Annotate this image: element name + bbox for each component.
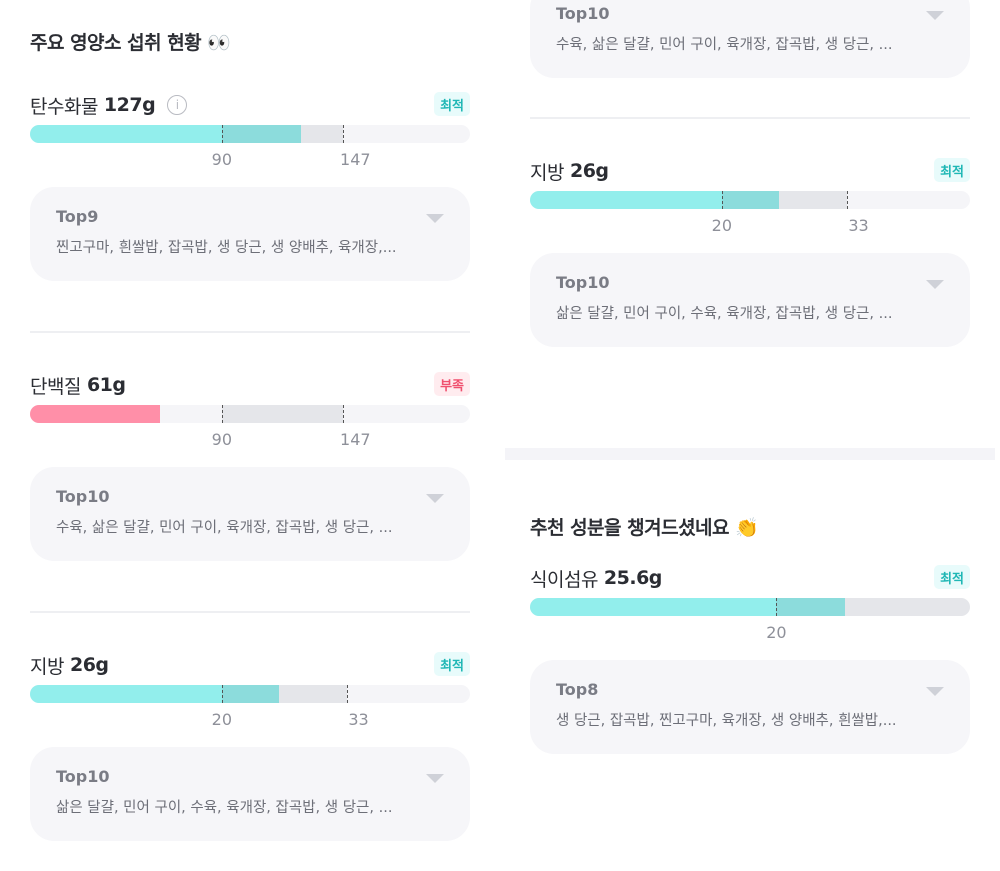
nutrient-name: 지방: [530, 161, 564, 184]
min-marker: [776, 598, 778, 616]
top-foods-dropdown[interactable]: Top10 수육, 삶은 달걀, 민어 구이, 육개장, 잡곡밥, 생 당근, .…: [530, 0, 970, 78]
top-count: Top10: [556, 273, 610, 292]
nutrient-name: 탄수화물: [30, 95, 98, 118]
caret-down-icon: [426, 214, 444, 223]
nutrient-name: 단백질: [30, 375, 81, 398]
top-count: Top10: [556, 4, 610, 23]
caret-down-icon: [426, 494, 444, 503]
top-count: Top8: [556, 680, 599, 699]
status-badge: 최적: [934, 565, 970, 589]
top-foods-list: 생 당근, 잡곡밥, 찐고구마, 육개장, 생 양배추, 흰쌀밥,...: [556, 713, 897, 729]
top-foods-dropdown[interactable]: Top8 생 당근, 잡곡밥, 찐고구마, 육개장, 생 양배추, 흰쌀밥,...: [530, 660, 970, 754]
max-tick-label: 33: [348, 710, 369, 729]
intake-fill: [530, 191, 722, 209]
intake-fill-over-min: [221, 125, 301, 143]
min-tick-label: 90: [211, 430, 233, 449]
intake-fill: [30, 685, 222, 703]
divider: [30, 331, 470, 333]
max-marker: [846, 191, 848, 209]
nutrient-fat: 지방 26g 최적 20 33 Top10 삶은 달걀, 민어 구이, 수육, 육개…: [30, 652, 470, 852]
intake-bar: [30, 685, 470, 703]
min-marker: [721, 191, 723, 209]
top-foods-dropdown[interactable]: Top10 수육, 삶은 달걀, 민어 구이, 육개장, 잡곡밥, 생 당근, .…: [30, 467, 470, 561]
top-foods-list: 찐고구마, 흰쌀밥, 잡곡밥, 생 당근, 생 양배추, 육개장,...: [56, 240, 397, 256]
nutrient-amount: 26g: [69, 654, 109, 676]
intake-fill: [530, 598, 777, 616]
top-count: Top10: [56, 767, 110, 786]
max-marker: [346, 685, 348, 703]
intake-fill: [30, 405, 161, 423]
min-marker: [221, 685, 223, 703]
status-badge: 부족: [434, 372, 470, 396]
intake-bar: [30, 125, 470, 143]
top-count: Top9: [56, 207, 99, 226]
caret-down-icon: [426, 774, 444, 783]
nutrient-fat-right: 지방 26g 최적 20 33 Top10 삶은 달걀, 민어 구이, 수육, 육개…: [530, 158, 970, 358]
min-marker: [221, 405, 223, 423]
nutrient-previous: Top10 수육, 삶은 달걀, 민어 구이, 육개장, 잡곡밥, 생 당근, .…: [530, 0, 970, 184]
min-tick-label: 90: [211, 150, 233, 169]
intake-bar: [30, 405, 470, 423]
intake-fill-over-min: [221, 685, 280, 703]
nutrient-protein: 단백질 61g 부족 90 147 Top10 수육, 삶은 달걀, 민어 구이, …: [30, 372, 470, 572]
caret-down-icon: [926, 280, 944, 289]
min-tick-label: 20: [711, 216, 733, 235]
max-tick-label: 147: [340, 150, 371, 169]
recommended-range: [221, 405, 344, 423]
nutrient-name: 지방: [30, 655, 64, 678]
min-marker: [221, 125, 223, 143]
divider: [530, 117, 970, 119]
nutrient-carbs: 탄수화물 127g i 최적 90 147 Top9 찐고구마, 흰쌀밥, 잡곡밥, …: [30, 92, 470, 292]
top-foods-dropdown[interactable]: Top10 삶은 달걀, 민어 구이, 수육, 육개장, 잡곡밥, 생 당근, .…: [530, 253, 970, 347]
top-foods-dropdown[interactable]: Top10 삶은 달걀, 민어 구이, 수육, 육개장, 잡곡밥, 생 당근, .…: [30, 747, 470, 841]
max-tick-label: 33: [848, 216, 869, 235]
top-foods-list: 수육, 삶은 달걀, 민어 구이, 육개장, 잡곡밥, 생 당근, ...: [56, 520, 393, 536]
intake-fill-over-min: [721, 191, 780, 209]
top-count: Top10: [56, 487, 110, 506]
nutrient-fiber: 식이섬유 25.6g 최적 20 Top8 생 당근, 잡곡밥, 찐고구마, 육개장…: [530, 565, 970, 765]
nutrient-amount: 26g: [569, 160, 609, 182]
section-separator: [505, 448, 995, 460]
divider: [30, 611, 470, 613]
info-icon[interactable]: i: [167, 95, 188, 115]
nutrient-name: 식이섬유: [530, 568, 598, 591]
status-badge: 최적: [434, 652, 470, 676]
min-tick-label: 20: [211, 710, 233, 729]
nutrient-amount: 61g: [86, 374, 126, 396]
section-title-recommended: 추천 성분을 챙겨드셨네요 👏: [530, 517, 759, 539]
max-marker: [343, 125, 345, 143]
nutrient-amount: 127g: [103, 94, 156, 116]
min-tick-label: 20: [766, 623, 787, 642]
max-tick-label: 147: [340, 430, 371, 449]
intake-bar: [530, 598, 970, 616]
nutrient-amount: 25.6g: [603, 567, 662, 589]
top-foods-list: 수육, 삶은 달걀, 민어 구이, 육개장, 잡곡밥, 생 당근, ...: [556, 37, 893, 53]
section-title-main-nutrients: 주요 영양소 섭취 현황 👀: [30, 32, 231, 54]
status-badge: 최적: [434, 92, 470, 116]
intake-fill-over-min: [776, 598, 846, 616]
max-marker: [343, 405, 345, 423]
caret-down-icon: [926, 11, 944, 20]
intake-bar: [530, 191, 970, 209]
top-foods-list: 삶은 달걀, 민어 구이, 수육, 육개장, 잡곡밥, 생 당근, ...: [56, 800, 393, 816]
top-foods-list: 삶은 달걀, 민어 구이, 수육, 육개장, 잡곡밥, 생 당근, ...: [556, 306, 893, 322]
status-badge: 최적: [934, 158, 970, 182]
intake-fill: [30, 125, 222, 143]
caret-down-icon: [926, 687, 944, 696]
top-foods-dropdown[interactable]: Top9 찐고구마, 흰쌀밥, 잡곡밥, 생 당근, 생 양배추, 육개장,...: [30, 187, 470, 281]
